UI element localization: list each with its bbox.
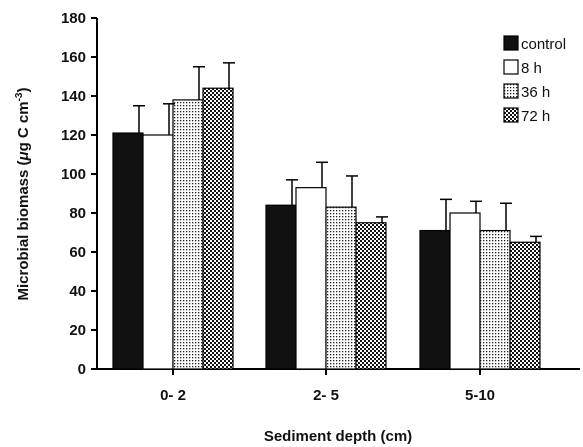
y-tick-label: 80 <box>69 205 86 222</box>
legend-label: 36 h <box>521 84 550 101</box>
y-axis-title: Microbial biomass (μg C cm-3) <box>14 87 32 300</box>
bar-36h-2 <box>325 206 357 370</box>
x-ticks: 0- 2 2- 5 5-10 <box>160 369 495 404</box>
legend-label: 72 h <box>521 108 550 125</box>
y-tick-label: 140 <box>61 88 86 105</box>
bar-control-3 <box>419 229 451 370</box>
y-tick-label: 160 <box>61 49 86 66</box>
legend-swatch-8h <box>503 59 519 75</box>
y-tick-label: 60 <box>69 244 86 261</box>
y-tick-label: 20 <box>69 322 86 339</box>
y-axis-title-mu: μ <box>15 151 32 161</box>
y-tick-label: 0 <box>78 361 86 378</box>
y-axis-title-unit: g C cm <box>15 101 32 151</box>
legend-swatch-72h <box>503 107 519 123</box>
bar-control-1 <box>112 132 144 370</box>
y-axis-title-main: Microbial biomass ( <box>15 160 32 300</box>
legend-swatch-36h <box>503 83 519 99</box>
legend-label: control <box>521 36 566 53</box>
x-tick-label: 2- 5 <box>313 387 339 404</box>
bars <box>112 87 541 370</box>
y-ticks: 0 20 40 60 80 100 120 140 160 180 <box>61 10 97 378</box>
bar-72h-1 <box>202 87 234 370</box>
bar-8h-1 <box>142 134 174 370</box>
bar-72h-2 <box>355 222 387 370</box>
bar-8h-3 <box>449 212 481 370</box>
bar-72h-3 <box>509 241 541 370</box>
x-tick-label: 5-10 <box>465 387 495 404</box>
error-bars <box>133 62 542 243</box>
y-tick-label: 100 <box>61 166 86 183</box>
legend: control 8 h 36 h 72 h <box>498 28 583 131</box>
legend-label: 8 h <box>521 60 542 77</box>
bar-control-2 <box>265 204 297 370</box>
legend-swatch-control <box>503 35 519 51</box>
bar-36h-1 <box>172 99 204 370</box>
x-axis-title: Sediment depth (cm) <box>264 428 412 445</box>
bar-8h-2 <box>295 187 327 370</box>
y-tick-label: 40 <box>69 283 86 300</box>
y-tick-label: 180 <box>61 10 86 27</box>
y-tick-label: 120 <box>61 127 86 144</box>
x-tick-label: 0- 2 <box>160 387 186 404</box>
bar-36h-3 <box>479 229 511 370</box>
y-axis-title-sup: -3 <box>14 92 25 101</box>
y-axis-title-close: ) <box>15 87 32 92</box>
